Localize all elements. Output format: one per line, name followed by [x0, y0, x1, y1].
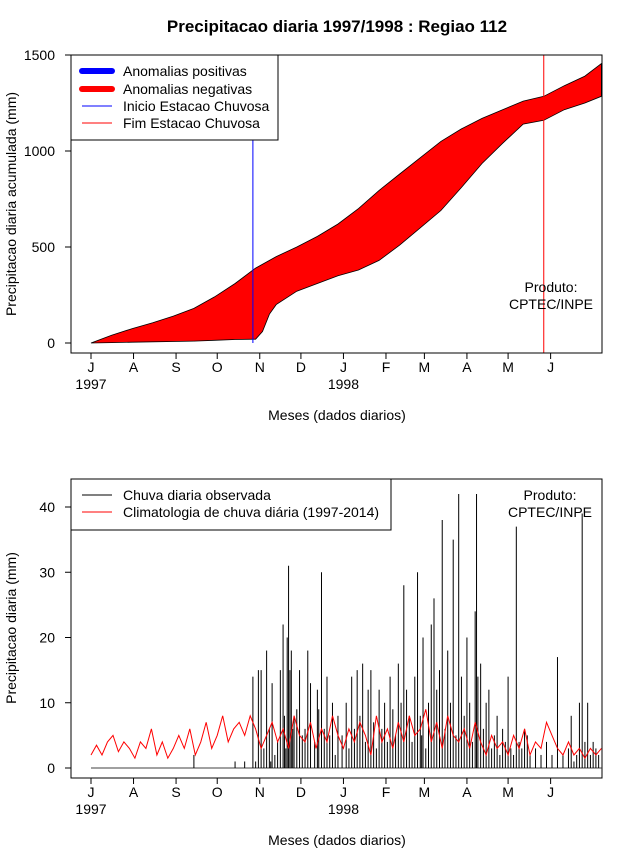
- legend-label-end: Fim Estacao Chuvosa: [123, 115, 260, 131]
- year-label: 1998: [328, 801, 359, 817]
- legend-box: [70, 478, 392, 531]
- y-tick-label: 30: [39, 564, 55, 580]
- y-tick-label: 1000: [24, 143, 55, 159]
- x-tick-label: D: [296, 359, 306, 375]
- x-tick-label: M: [502, 784, 514, 800]
- x-tick-label: J: [340, 359, 347, 375]
- cumulative-chart: Precipitacao diaria 1997/1998 : Regiao 1…: [3, 17, 603, 423]
- x-tick-label: J: [547, 359, 554, 375]
- x-tick-label: A: [129, 784, 139, 800]
- y-tick-label: 0: [47, 760, 55, 776]
- x-tick-label: M: [502, 359, 514, 375]
- y-tick-label: 0: [47, 335, 55, 351]
- x-tick-label: J: [88, 359, 95, 375]
- x-tick-label: S: [171, 359, 180, 375]
- year-label: 1997: [75, 376, 106, 392]
- x-tick-label: A: [462, 359, 472, 375]
- chart2-annotation-line1: Produto:: [524, 487, 577, 503]
- chart1-y-label: Precipitacao diaria acumulada (mm): [3, 92, 19, 316]
- chart2-x-label: Meses (dados diarios): [268, 832, 406, 848]
- x-tick-label: S: [171, 784, 180, 800]
- chart1-x-label: Meses (dados diarios): [268, 407, 406, 423]
- y-tick-label: 10: [39, 695, 55, 711]
- observed-rain-bars: [91, 493, 602, 769]
- legend-label-start: Inicio Estacao Chuvosa: [123, 98, 270, 114]
- chart1-legend: Anomalias positivas Anomalias negativas …: [70, 54, 279, 141]
- x-tick-label: O: [212, 359, 223, 375]
- x-tick-label: D: [296, 784, 306, 800]
- climatology-line: [90, 709, 602, 760]
- x-tick-label: N: [255, 359, 265, 375]
- x-tick-label: M: [419, 784, 431, 800]
- y-tick-label: 20: [39, 630, 55, 646]
- legend-label-negative: Anomalias negativas: [123, 81, 252, 97]
- anomaly-fill-layer: [90, 62, 602, 344]
- year-label: 1998: [328, 376, 359, 392]
- chart2-annotation-line2: CPTEC/INPE: [508, 504, 592, 520]
- chart2-y-label: Precipitacao diaria (mm): [3, 552, 19, 704]
- x-tick-label: J: [88, 784, 95, 800]
- chart2-legend: Chuva diaria observada Climatologia de c…: [70, 478, 392, 531]
- chart1-annotation-line2: CPTEC/INPE: [509, 296, 593, 312]
- x-tick-label: J: [340, 784, 347, 800]
- negative-anomaly-area: [90, 62, 602, 344]
- x-tick-label: O: [212, 784, 223, 800]
- legend-label-observed: Chuva diaria observada: [123, 487, 271, 503]
- legend-label-climatology: Climatologia de chuva diária (1997-2014): [123, 504, 379, 520]
- x-tick-label: F: [382, 784, 391, 800]
- x-tick-label: N: [255, 784, 265, 800]
- chart2-y-axis: 0 10 20 30 40: [39, 499, 72, 776]
- x-tick-label: F: [382, 359, 391, 375]
- x-tick-label: A: [462, 784, 472, 800]
- chart1-title: Precipitacao diaria 1997/1998 : Regiao 1…: [167, 17, 507, 36]
- year-label: 1997: [75, 801, 106, 817]
- x-tick-label: M: [419, 359, 431, 375]
- y-tick-label: 1500: [24, 47, 55, 63]
- legend-label-positive: Anomalias positivas: [123, 63, 247, 79]
- y-tick-label: 40: [39, 499, 55, 515]
- y-tick-label: 500: [32, 239, 56, 255]
- chart1-annotation-line1: Produto:: [525, 279, 578, 295]
- x-tick-label: A: [129, 359, 139, 375]
- x-tick-label: J: [547, 784, 554, 800]
